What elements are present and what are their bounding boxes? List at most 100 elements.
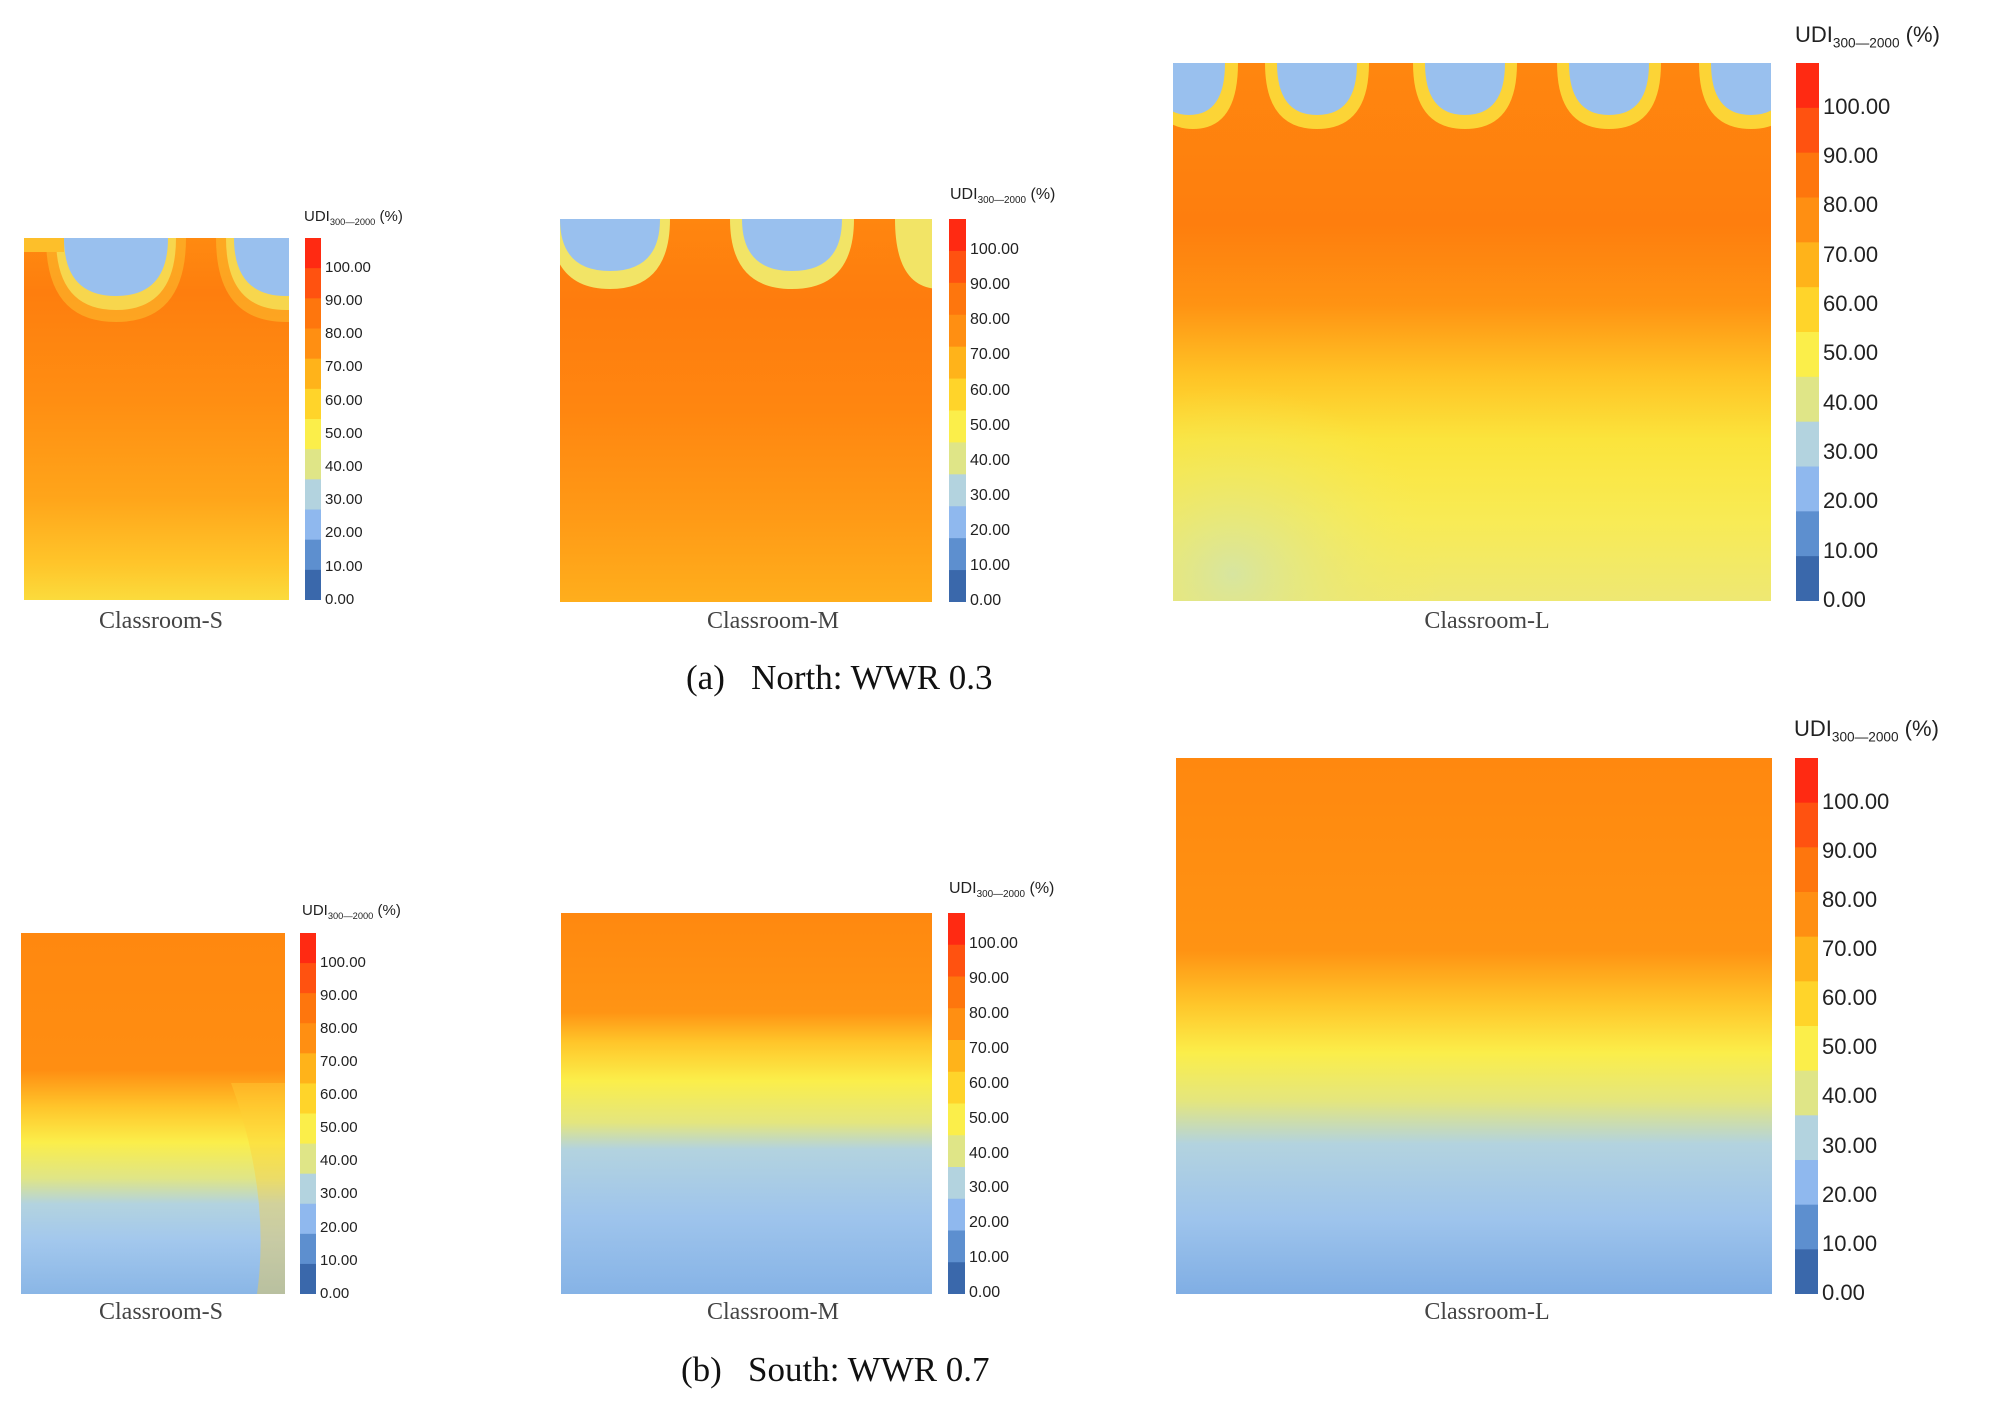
colorbar-tick-label: 30.00 [1823, 438, 1879, 464]
colorbar-segment [948, 1071, 965, 1105]
heatmap-south-l [1176, 758, 1772, 1294]
colorbar-tick-label: 90.00 [320, 986, 358, 1004]
colorbar-north-l-title-sub: 300—2000 [1832, 35, 1900, 51]
colorbar-tick-label: 100.00 [1822, 788, 1890, 814]
colorbar-segment [948, 1262, 965, 1294]
colorbar-segment [949, 570, 966, 602]
colorbar-tick-label: 80.00 [1822, 886, 1878, 912]
colorbar-tick-label: 10.00 [969, 1249, 1010, 1267]
colorbar-segment [949, 410, 966, 444]
colorbar-south-l-title-main: UDI [1794, 716, 1832, 741]
colorbar-segment [1796, 197, 1819, 243]
colorbar-north-s-title-sub: 300—2000 [329, 217, 376, 227]
colorbar-segment [948, 976, 965, 1009]
colorbar-tick-label: 30.00 [970, 486, 1011, 504]
colorbar-north-l-title: UDI300—2000 (%) [1795, 22, 1940, 50]
colorbar-tick-label: 80.00 [1823, 192, 1879, 218]
colorbar-segment [1795, 892, 1818, 938]
colorbar-north-s-title: UDI300—2000 (%) [304, 208, 403, 227]
colorbar-segment [948, 1103, 965, 1136]
heatmap-south-m [561, 913, 932, 1294]
colorbar-tick-label: 90.00 [969, 969, 1010, 987]
colorbar-north-m-title-unit: (%) [1026, 186, 1056, 203]
colorbar-tick-label: 70.00 [320, 1053, 358, 1071]
colorbar-segment [949, 474, 966, 507]
colorbar-segment [1796, 421, 1819, 468]
colorbar-segment [948, 1198, 965, 1232]
colorbar-south-s-title-main: UDI [302, 902, 328, 919]
colorbar-segment [1796, 332, 1819, 378]
colorbar-tick-label: 20.00 [1822, 1181, 1878, 1207]
colorbar-tick-label: 20.00 [1823, 488, 1879, 514]
colorbar-south-m-title-main: UDI [949, 880, 977, 897]
colorbar-segment [300, 933, 316, 964]
label-south-s: Classroom-S [98, 1299, 223, 1325]
colorbar-segment [949, 442, 966, 475]
colorbar-segment [948, 1167, 965, 1200]
colorbar-segment [1796, 242, 1819, 288]
colorbar-segment [300, 1113, 316, 1145]
colorbar-tick-label: 80.00 [970, 311, 1011, 329]
colorbar-south-l-strip [1795, 758, 1818, 1294]
colorbar-segment [1795, 847, 1818, 893]
colorbar-south-l-title: UDI300—2000 (%) [1794, 716, 1939, 744]
colorbar-south-m-title: UDI300—2000 (%) [949, 880, 1054, 900]
colorbar-tick-label: 70.00 [969, 1039, 1010, 1057]
colorbar-segment [1796, 287, 1819, 333]
colorbar-south-l-title-sub: 300—2000 [1831, 729, 1899, 745]
colorbar-tick-label: 100.00 [325, 258, 371, 276]
colorbar-segment [1795, 1115, 1818, 1161]
colorbar-tick-label: 10.00 [1822, 1230, 1878, 1256]
colorbar-segment [1795, 936, 1818, 982]
colorbar-segment [305, 358, 321, 390]
colorbar-segment [300, 1263, 316, 1294]
colorbar-tick-label: 100.00 [970, 241, 1019, 259]
colorbar-segment [1795, 758, 1818, 804]
colorbar-segment [300, 1203, 316, 1235]
colorbar-tick-label: 40.00 [320, 1152, 358, 1170]
colorbar-tick-label: 10.00 [320, 1251, 358, 1269]
colorbar-tick-label: 50.00 [320, 1119, 358, 1137]
label-north-s: Classroom-S [98, 608, 223, 634]
colorbar-south-m-strip [948, 913, 965, 1294]
colorbar-segment [300, 1023, 316, 1054]
colorbar-tick-label: 80.00 [969, 1004, 1010, 1022]
colorbar-segment [1796, 376, 1819, 423]
heatmap-south-s [21, 933, 285, 1294]
colorbar-segment [1795, 1070, 1818, 1116]
colorbar-segment [1795, 802, 1818, 848]
colorbar-tick-label: 20.00 [325, 524, 363, 542]
colorbar-segment [948, 1230, 965, 1263]
colorbar-tick-label: 80.00 [320, 1020, 358, 1038]
colorbar-tick-label: 0.00 [320, 1284, 350, 1302]
colorbar-segment [948, 944, 965, 978]
label-south-m: Classroom-M [707, 1299, 839, 1325]
colorbar-tick-label: 40.00 [970, 451, 1011, 469]
colorbar-tick-label: 40.00 [1823, 389, 1879, 415]
colorbar-tick-label: 20.00 [320, 1218, 358, 1236]
colorbar-segment [949, 378, 966, 412]
colorbar-tick-label: 0.00 [1822, 1279, 1865, 1305]
colorbar-segment [948, 1040, 965, 1073]
colorbar-tick-label: 60.00 [1822, 985, 1878, 1011]
colorbar-tick-label: 90.00 [1822, 837, 1878, 863]
colorbar-tick-label: 70.00 [970, 346, 1011, 364]
colorbar-tick-label: 20.00 [969, 1214, 1010, 1232]
colorbar-north-m-title-main: UDI [950, 186, 978, 203]
colorbar-tick-label: 30.00 [320, 1185, 358, 1203]
colorbar-tick-label: 50.00 [325, 424, 363, 442]
colorbar-tick-label: 60.00 [1823, 291, 1879, 316]
colorbar-south-s-title-unit: (%) [373, 902, 401, 919]
heatmap-north-l [1173, 63, 1771, 601]
colorbar-tick-label: 40.00 [969, 1144, 1010, 1162]
colorbar-tick-label: 70.00 [325, 358, 363, 376]
colorbar-tick-label: 0.00 [970, 592, 1002, 610]
colorbar-segment [1795, 1249, 1818, 1294]
colorbar-south-m-title-unit: (%) [1025, 880, 1055, 897]
colorbar-segment [949, 219, 966, 252]
colorbar-north-s-title-unit: (%) [375, 208, 403, 225]
label-south-l: Classroom-L [1424, 1299, 1550, 1325]
colorbar-segment [305, 569, 321, 600]
colorbar-segment [949, 346, 966, 380]
colorbar-south-s-title: UDI300—2000 (%) [302, 902, 401, 921]
